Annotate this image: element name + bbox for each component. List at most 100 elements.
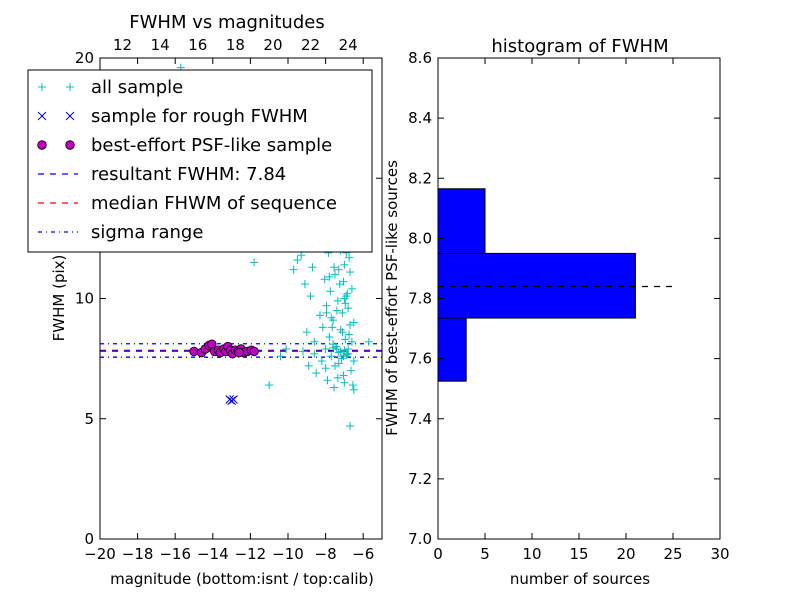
right-xtick-label-4: 20 [616,545,635,563]
point-0-46 [344,304,353,313]
point-2-19 [249,346,259,357]
point-0-18 [317,357,326,366]
right-ytick-label-5: 8.0 [408,229,432,247]
legend: all sample sample for rough FWHM best-effo… [27,69,373,253]
point-0-70 [347,337,356,346]
top-xtick-label-6: 24 [339,36,358,54]
legend-marker-1a [37,111,47,121]
left-ylabel: FWHM (pix) [50,255,68,342]
top-xtick-label-4: 20 [263,36,282,54]
point-0-23 [322,301,331,310]
point-0-51 [348,381,357,390]
legend-item-0: all sample [38,77,183,98]
point-0-61 [331,361,339,370]
legend-label-3: resultant FWHM: 7.84 [91,164,286,185]
point-1-2 [229,395,238,404]
point-0-5 [282,345,291,354]
point-0-58 [332,306,341,315]
point-0-63 [327,313,336,322]
point-0-11 [304,361,313,370]
point-0-8 [297,251,306,260]
point-0-93 [339,352,348,361]
point-0-54 [340,294,349,303]
left-ytick-label-4: 20 [75,49,94,67]
point-0-74 [328,323,337,332]
legend-label-2: best-effort PSF-like sample [91,135,332,156]
left-xtick-label-2: −16 [159,545,191,563]
point-0-60 [325,272,334,281]
point-0-66 [345,330,354,339]
right-ytick-label-0: 7.0 [408,530,432,548]
point-0-77 [349,357,358,366]
point-0-91 [344,349,353,358]
legend-item-4: median FHWM of sequence [38,193,337,214]
point-0-82 [364,337,373,346]
hist-bar-1 [437,252,636,319]
point-0-75 [346,268,355,277]
right-panel: histogram of FWHM 0 5 10 15 20 25 30 7.0 7.2 7.4 7… [383,36,730,588]
point-0-49 [346,366,355,375]
legend-item-1: sample for rough FWHM [37,106,308,127]
right-title: histogram of FWHM [491,36,668,57]
right-ylabel: FWHM of best-effort PSF-like sources [383,160,401,436]
point-0-21 [320,275,329,284]
point-0-6 [289,265,298,274]
point-0-40 [338,308,347,317]
point-0-24 [323,376,332,385]
legend-marker-0b [66,83,74,91]
right-xtick-label-1: 5 [480,545,490,563]
point-0-27 [326,287,335,296]
series-2 [189,339,259,359]
point-0-65 [339,277,348,286]
top-xtick-label-5: 22 [301,36,320,54]
point-0-17 [315,311,324,320]
point-0-19 [318,323,327,332]
hist-bar-0 [437,317,467,382]
top-xtick-label-3: 18 [226,36,245,54]
right-ytick-label-1: 7.2 [408,470,432,488]
point-0-12 [306,292,315,301]
left-title: FWHM vs magnitudes [129,12,324,33]
left-xtick-label-5: −10 [272,545,304,563]
left-xtick-label-1: −18 [122,545,154,563]
legend-label-4: median FHWM of sequence [91,193,337,214]
top-xtick-label-0: 12 [113,36,132,54]
point-0-4 [276,352,285,361]
legend-item-3: resultant FWHM: 7.84 [38,164,286,185]
point-0-68 [341,299,350,308]
right-xlabel: number of sources [510,570,650,588]
point-0-64 [333,373,342,382]
point-0-41 [339,371,348,380]
legend-item-5: sigma range [38,222,203,243]
point-0-3 [265,381,274,390]
point-0-7 [293,256,302,265]
right-xtick-label-0: 0 [433,545,443,563]
point-0-72 [343,289,352,298]
point-0-43 [341,335,350,344]
point-0-32 [331,270,339,279]
right-ytick-label-6: 8.2 [408,169,432,187]
right-ytick-label-8: 8.6 [408,49,432,67]
point-2-20 [234,347,244,358]
point-0-76 [322,308,331,317]
legend-box [27,69,373,253]
right-xtick-label-2: 10 [522,545,541,563]
legend-label-5: sigma range [91,222,203,243]
left-xtick-label-6: −8 [315,545,337,563]
point-0-47 [345,253,354,262]
left-xtick-label-0: −20 [84,545,116,563]
point-0-26 [325,332,334,341]
point-0-83 [321,345,330,354]
hist-bar-2 [437,188,486,254]
right-axis-ticks: 0 5 10 15 20 25 30 7.0 7.2 7.4 7.6 7.8 8.0 8.2 8.4 8.6 [408,49,729,563]
point-0-89 [329,343,338,352]
point-0-2 [250,258,259,267]
left-axis-ticks: −20−18−16−14−12−10−8−6051015201214161820… [75,36,382,563]
left-xtick-label-7: −6 [352,545,374,563]
point-0-84 [299,347,308,356]
right-ytick-label-4: 7.8 [408,290,432,308]
point-0-42 [340,260,349,269]
point-0-28 [327,352,336,361]
legend-marker-1b [65,111,75,121]
